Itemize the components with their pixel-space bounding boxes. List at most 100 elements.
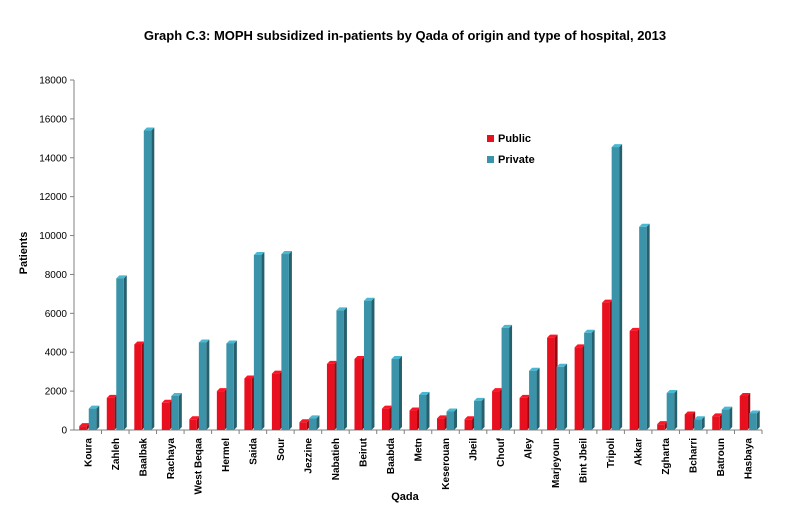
y-tick-label: 2000 (45, 387, 68, 398)
bar-front (79, 426, 87, 430)
bar-public-marjeyoun (547, 334, 558, 430)
bar-top (629, 327, 641, 331)
y-tick-label: 8000 (45, 270, 68, 281)
bar-private-baabda (391, 356, 402, 430)
bar-top (474, 397, 485, 401)
category-label: Jezzine (303, 438, 314, 474)
bar-top (501, 324, 513, 328)
bar-top (721, 406, 733, 410)
bar-public-west-beqaa (189, 416, 200, 430)
bar-top (657, 421, 668, 425)
bar-top (134, 341, 145, 345)
bar-top (574, 344, 586, 348)
chart-title: Graph C.3: MOPH subsidized in-patients b… (144, 28, 666, 43)
bar-front (749, 413, 757, 430)
bar-front (244, 378, 252, 430)
category-label: Tripoli (606, 438, 617, 468)
bar-side (96, 405, 100, 430)
y-tick-label: 4000 (45, 348, 68, 359)
category-label: Jbeil (469, 438, 480, 461)
bar-top (694, 416, 705, 420)
bar-private-saida (253, 252, 265, 430)
bar-top (446, 408, 458, 412)
bar-side (316, 415, 320, 430)
bar-front (134, 344, 142, 430)
y-axis-label: Patients (18, 232, 30, 275)
bar-private-hasbaya (749, 410, 760, 430)
bar-public-chouf (492, 388, 503, 430)
bar-public-zahleh (106, 394, 118, 430)
bar-front (226, 343, 234, 430)
y-tick-label: 0 (61, 426, 67, 437)
bar-private-hermel (226, 340, 237, 430)
category-label: Aley (524, 438, 535, 460)
bar-top (171, 392, 182, 396)
bar-top (492, 388, 503, 392)
bar-front (106, 397, 115, 430)
bar-private-jezzine (308, 415, 320, 430)
bar-front (602, 302, 610, 430)
category-label: Saida (248, 438, 259, 465)
y-tick-label: 16000 (39, 114, 67, 125)
bar-top (519, 394, 531, 398)
category-label: Beirut (358, 437, 369, 467)
category-label: Zgharta (661, 438, 672, 475)
bar-side (646, 223, 650, 430)
bar-front (574, 347, 583, 430)
bar-front (492, 391, 500, 430)
bar-front (694, 419, 702, 430)
bar-front (474, 400, 482, 430)
bar-front (281, 254, 289, 430)
bar-side (123, 275, 127, 430)
bar-side (233, 340, 237, 430)
bar-front (216, 391, 225, 430)
bar-public-bint-jbeil (574, 344, 586, 430)
bar-private-west-beqaa (198, 339, 210, 430)
bar-public-akkar (629, 327, 641, 430)
category-label: Bcharri (689, 438, 700, 473)
bar-top (281, 251, 292, 255)
bar-public-saida (244, 375, 255, 430)
bar-front (684, 414, 693, 430)
bar-front (657, 424, 665, 430)
bar-front (529, 370, 537, 430)
bar-front (519, 397, 528, 430)
bar-side (261, 252, 265, 430)
bar-top (602, 299, 613, 303)
bar-public-sour (271, 370, 283, 430)
bar-side (288, 251, 292, 430)
bar-side (674, 390, 678, 430)
bar-top (419, 392, 430, 395)
bar-front (171, 395, 179, 430)
bar-top (88, 405, 100, 409)
bar-top (198, 339, 210, 343)
bar-private-jbeil (474, 397, 485, 430)
bar-private-marjeyoun (556, 363, 568, 430)
bar-front (409, 410, 417, 430)
category-label: Batroun (716, 438, 727, 476)
bar-front (308, 418, 317, 430)
bar-side (509, 324, 513, 430)
legend-label-private: Private (498, 154, 535, 166)
bar-public-beirut (354, 356, 365, 430)
category-label: Zahleh (111, 438, 122, 470)
category-label: Akkar (634, 438, 645, 466)
bar-side (343, 307, 347, 430)
bar-side (564, 363, 568, 430)
bar-side (591, 329, 595, 430)
legend-swatch-public (487, 135, 494, 142)
bar-front (419, 395, 427, 430)
bar-private-zgharta (666, 390, 678, 430)
bar-front (446, 411, 455, 430)
bar-side (151, 127, 155, 431)
legend: Public Private (487, 133, 535, 166)
bar-side (426, 392, 430, 430)
bar-top (409, 407, 420, 411)
bar-top (547, 334, 558, 338)
bar-front (666, 393, 675, 430)
bar-front (464, 419, 473, 430)
category-label: Keserouan (441, 438, 452, 490)
bar-front (354, 359, 362, 430)
bar-side (481, 397, 485, 430)
bar-front (381, 408, 390, 430)
